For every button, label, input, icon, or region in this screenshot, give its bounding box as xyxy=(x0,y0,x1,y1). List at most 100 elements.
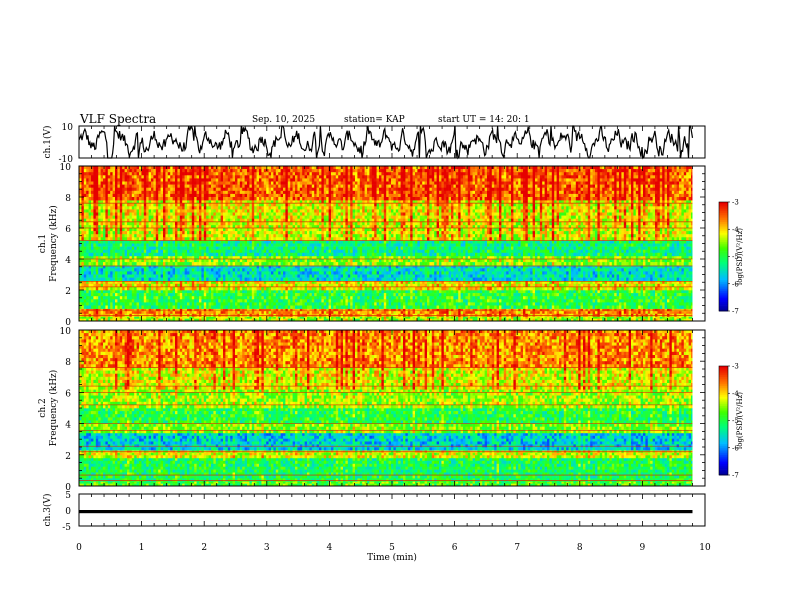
ch1-spectrogram-cell xyxy=(113,316,116,319)
ch1-spectrogram-cell xyxy=(573,293,576,296)
ch1-spectrogram-cell xyxy=(223,311,226,314)
ch1-spectrogram-cell xyxy=(271,311,274,314)
ch1-spectrogram-cell xyxy=(657,316,660,319)
ch1-spectrogram-cell xyxy=(81,299,84,302)
ch1-spectrogram-cell xyxy=(425,311,428,314)
ch1-spectrogram-cell xyxy=(576,290,579,293)
ch1-spectrogram-cell xyxy=(305,316,308,319)
ch1-spectrogram-cell xyxy=(648,290,651,293)
ch1-spectrogram-cell xyxy=(218,311,221,314)
ch1-spectrogram-cell xyxy=(338,311,341,314)
ch1-spectrogram-cell xyxy=(245,299,248,302)
ch1-spectrogram-cell xyxy=(199,293,202,296)
ch1-spectrogram-cell xyxy=(492,290,495,293)
ch1-spectrogram-cell xyxy=(504,293,507,296)
ch1-spectrogram-cell xyxy=(319,316,322,319)
ch1-spectrogram-cell xyxy=(561,296,564,299)
ch1-spectrogram-cell xyxy=(441,293,444,296)
ch1-spectrogram-cell xyxy=(655,311,658,314)
ch1-spectrogram-cell xyxy=(105,293,108,296)
ch1-spectrogram-cell xyxy=(576,311,579,314)
ch1-spectrogram-cell xyxy=(669,290,672,293)
ch1-spectrogram-cell xyxy=(228,296,231,299)
ch1-spectrogram-cell xyxy=(576,293,579,296)
ch1-spectrogram-cell xyxy=(329,296,332,299)
ch1-spectrogram-cell xyxy=(211,296,214,299)
ch1-spectrogram-cell xyxy=(451,311,454,314)
ch1-spectrogram-cell xyxy=(182,296,185,299)
ch1-spectrogram-cell xyxy=(218,293,221,296)
ch1-spectrogram-cell xyxy=(537,316,540,319)
ch1-spectrogram-cell xyxy=(199,299,202,302)
ch1-spectrogram-cell xyxy=(377,290,380,293)
ch1-spectrogram-cell xyxy=(602,311,605,314)
ch1-spectrogram-cell xyxy=(302,296,305,299)
ch1-spectrogram-cell xyxy=(225,293,228,296)
ch1-spectrogram-cell xyxy=(333,293,336,296)
ch1-spectrogram-cell xyxy=(175,299,178,302)
ch1-spectrogram-cell xyxy=(353,293,356,296)
ch1-spectrogram-cell xyxy=(209,293,212,296)
ch1-spectrogram-cell xyxy=(297,293,300,296)
ch1-spectrogram-cell xyxy=(252,293,255,296)
ch1-spectrogram-cell xyxy=(439,316,442,319)
ch1-spectrogram-cell xyxy=(134,311,137,314)
ch1-spectrogram-cell xyxy=(206,296,209,299)
ch1-spectrogram-cell xyxy=(540,311,543,314)
ch1-spectrogram-cell xyxy=(324,316,327,319)
ch1-spectrogram-cell xyxy=(345,290,348,293)
ch1-spectrogram-cell xyxy=(218,290,221,293)
ch1-spectrogram-cell xyxy=(139,299,142,302)
ch1-spectrogram-cell xyxy=(367,293,370,296)
ch1-spectrogram-cell xyxy=(317,293,320,296)
ch1-spectrogram-cell xyxy=(516,290,519,293)
ch1-spectrogram-cell xyxy=(122,299,125,302)
ch1-spectrogram-cell xyxy=(494,293,497,296)
ch1-spectrogram-cell xyxy=(132,316,135,319)
ch1-spectrogram-cell xyxy=(374,296,377,299)
ch1-spectrogram-cell xyxy=(113,299,116,302)
ch1-spectrogram-cell xyxy=(192,311,195,314)
ch1-spectrogram-cell xyxy=(638,296,641,299)
ch1-spectrogram-cell xyxy=(564,290,567,293)
ch1-spectrogram-cell xyxy=(326,316,329,319)
ch1-spectrogram-cell xyxy=(624,293,627,296)
ch1-spectrogram-cell xyxy=(302,290,305,293)
ch1-spectrogram-cell xyxy=(583,296,586,299)
ch1-spectrogram-cell xyxy=(626,290,629,293)
ch1-spectrogram-cell xyxy=(216,316,219,319)
ch1-spectrogram-cell xyxy=(309,293,312,296)
ch1-spectrogram-cell xyxy=(273,311,276,314)
ch1-spectrogram-cell xyxy=(194,311,197,314)
ch1-spectrogram-cell xyxy=(396,293,399,296)
ch1-spectrogram-cell xyxy=(525,290,528,293)
ch1-spectrogram-cell xyxy=(497,311,500,314)
ch1-spectrogram-cell xyxy=(672,316,675,319)
ch1-spectrogram-cell xyxy=(261,311,264,314)
ch1-spectrogram-cell xyxy=(230,296,233,299)
ch1-spectrogram-cell xyxy=(662,296,665,299)
ch1-spectrogram-cell xyxy=(621,316,624,319)
ch1-spectrogram-cell xyxy=(398,296,401,299)
ch1-spectrogram-cell xyxy=(158,293,161,296)
ch1-spectrogram-cell xyxy=(247,311,250,314)
ch1-spectrogram-cell xyxy=(600,316,603,319)
ch1-spectrogram-cell xyxy=(501,316,504,319)
ch1-spectrogram-cell xyxy=(293,293,296,296)
ch1-spectrogram-cell xyxy=(677,296,680,299)
ch1-spectrogram-cell xyxy=(662,293,665,296)
ch1-spectrogram-cell xyxy=(144,299,147,302)
ch1-spectrogram-cell xyxy=(636,311,639,314)
ch1-spectrogram-cell xyxy=(89,299,92,302)
ch1-spectrogram-cell xyxy=(139,311,142,314)
ch1-spectrogram-cell xyxy=(566,290,569,293)
ch1-spectrogram-cell xyxy=(554,290,557,293)
ch1-spectrogram-cell xyxy=(257,311,260,314)
ch1-spectrogram-cell xyxy=(499,293,502,296)
ch1-spectrogram-cell xyxy=(161,311,164,314)
ch1-spectrogram-cell xyxy=(446,316,449,319)
ch1-spectrogram-cell xyxy=(312,316,315,319)
ch1-spectrogram-cell xyxy=(285,290,288,293)
ch1-spectrogram-cell xyxy=(228,311,231,314)
ch1-spectrogram-cell xyxy=(266,311,269,314)
